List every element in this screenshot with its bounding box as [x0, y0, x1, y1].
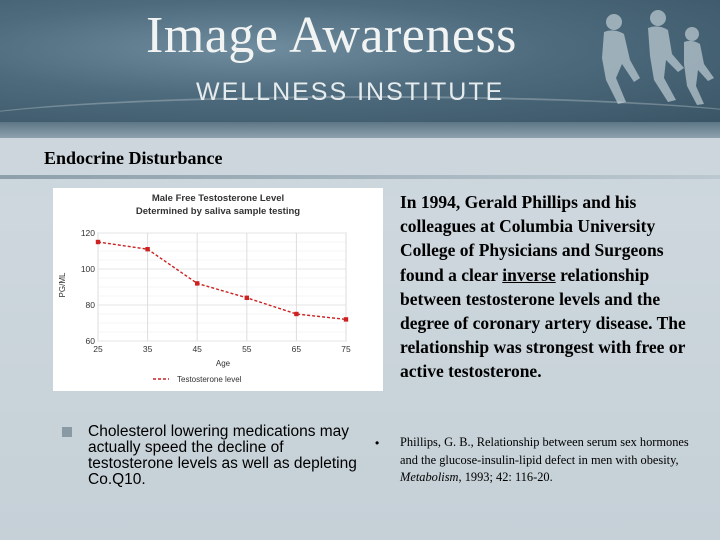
data-point: [343, 317, 349, 322]
header-separator: [0, 122, 720, 138]
x-tick-label: 65: [292, 344, 302, 354]
slide-title: Endocrine Disturbance: [44, 148, 223, 168]
series-line: [97, 241, 347, 321]
chart-container: Male Free Testosterone Level Determined …: [53, 188, 383, 391]
header-banner: Image Awareness WELLNESS INSTITUTE: [0, 0, 720, 122]
right-paragraph: In 1994, Gerald Phillips and his colleag…: [400, 190, 700, 384]
y-tick-label: 80: [86, 300, 96, 310]
testosterone-chart: Male Free Testosterone Level Determined …: [58, 193, 351, 384]
reference-before: Phillips, G. B., Relationship between se…: [400, 435, 689, 467]
x-tick-label: 35: [143, 344, 153, 354]
data-point: [244, 295, 249, 300]
brand-title: Image Awareness: [146, 7, 517, 64]
reference-journal: Metabolism: [400, 470, 459, 484]
chart-subtitle: Determined by saliva sample testing: [136, 206, 300, 217]
reference-after: , 1993; 42: 116-20.: [458, 470, 553, 484]
legend-label: Testosterone level: [177, 375, 242, 384]
right-paragraph-underlined: inverse: [502, 264, 556, 285]
data-point: [95, 239, 101, 245]
y-tick-label: 100: [81, 264, 95, 274]
y-tick-label: 120: [81, 228, 95, 238]
square-bullet-icon: [62, 427, 72, 437]
banner-swoosh: [0, 96, 720, 122]
left-bullet: Cholesterol lowering medications may act…: [62, 424, 362, 488]
people-silhouette-icon: [602, 10, 714, 105]
title-underline: [0, 175, 720, 179]
x-tick-label: 45: [192, 344, 202, 354]
left-bullet-text: Cholesterol lowering medications may act…: [88, 423, 357, 488]
right-paragraph-part2: relationship between testosterone levels…: [400, 264, 686, 382]
data-point: [195, 281, 200, 286]
chart-xlabel: Age: [216, 359, 231, 368]
data-point: [145, 247, 150, 252]
x-tick-label: 75: [341, 344, 351, 354]
brand-subtitle: WELLNESS INSTITUTE: [196, 78, 505, 106]
reference-bullet: •: [375, 436, 380, 450]
data-point: [294, 311, 299, 317]
x-tick-label: 25: [93, 344, 103, 354]
reference-citation: Phillips, G. B., Relationship between se…: [400, 434, 700, 487]
x-tick-label: 55: [242, 344, 252, 354]
right-paragraph-part1: In 1994, Gerald Phillips and his colleag…: [400, 192, 664, 285]
chart-title: Male Free Testosterone Level: [152, 193, 284, 204]
chart-ylabel: PG/ML: [58, 272, 67, 297]
y-tick-label: 60: [86, 336, 96, 346]
